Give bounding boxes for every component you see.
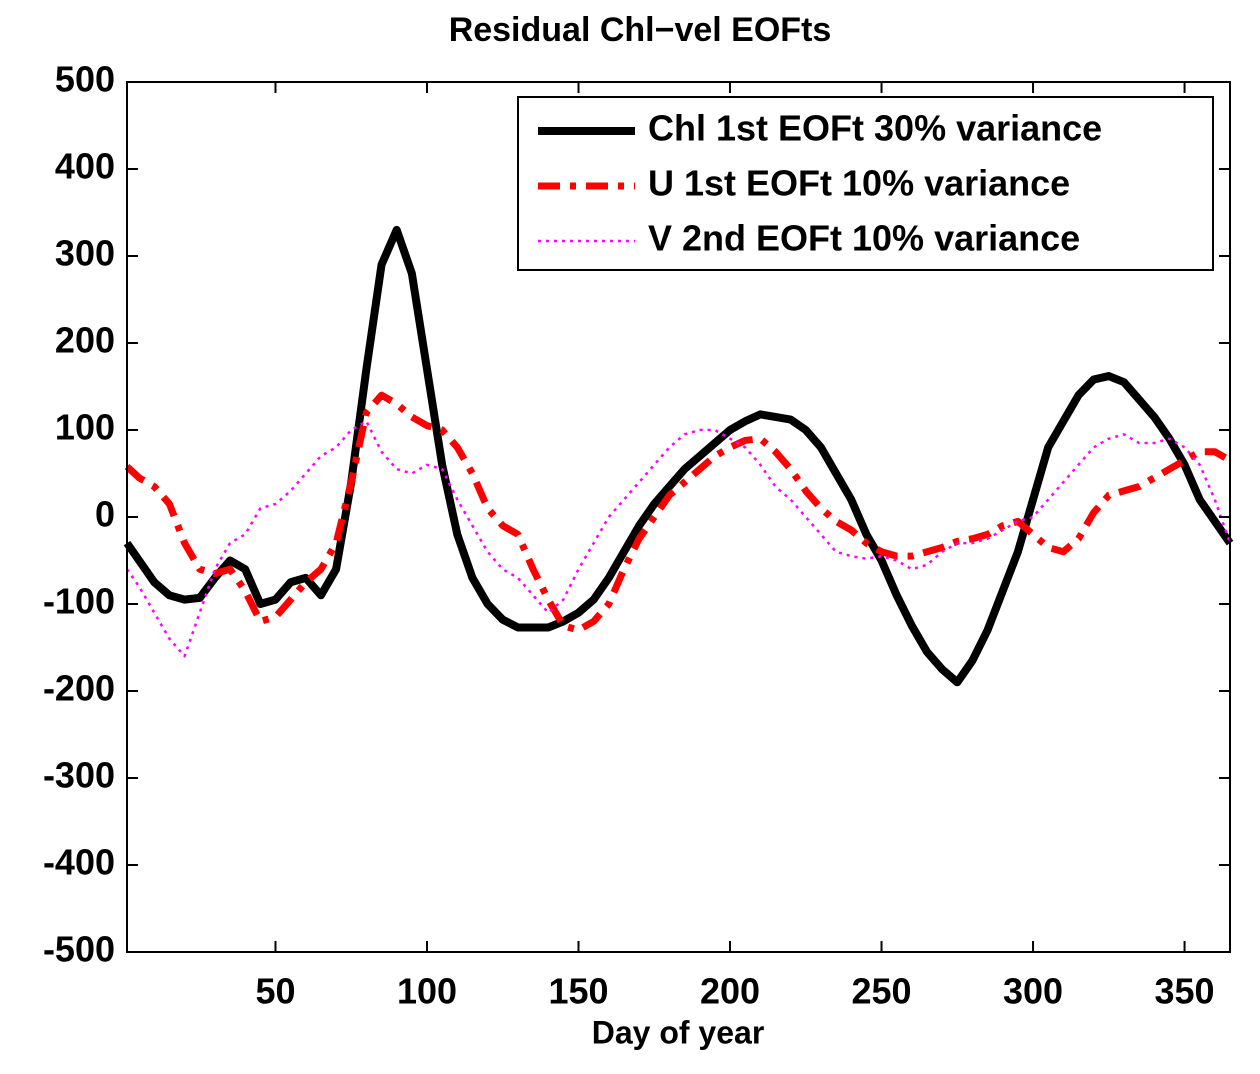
legend-label: V 2nd EOFt 10% variance — [648, 218, 1080, 259]
legend-label: U 1st EOFt 10% variance — [648, 163, 1070, 204]
series-line — [124, 391, 1232, 634]
x-tick-label: 100 — [397, 971, 457, 1012]
x-tick-label: 300 — [1003, 971, 1063, 1012]
y-tick-label: 300 — [55, 233, 115, 274]
y-tick-label: -100 — [43, 581, 115, 622]
x-axis-label: Day of year — [592, 1014, 765, 1050]
y-tick-label: -300 — [43, 755, 115, 796]
y-tick-label: -200 — [43, 668, 115, 709]
y-tick-label: 0 — [95, 494, 115, 535]
y-tick-label: -400 — [43, 842, 115, 883]
y-tick-label: 400 — [55, 146, 115, 187]
x-tick-label: 200 — [700, 971, 760, 1012]
x-tick-label: 50 — [255, 971, 295, 1012]
x-tick-label: 350 — [1155, 971, 1215, 1012]
y-tick-label: -500 — [43, 929, 115, 970]
y-tick-label: 500 — [55, 59, 115, 100]
chart-title: Residual Chl−vel EOFts — [449, 11, 832, 49]
x-tick-label: 250 — [851, 971, 911, 1012]
x-tick-label: 150 — [548, 971, 608, 1012]
legend-box — [517, 96, 1214, 271]
series-line — [123, 225, 1234, 687]
legend-label: Chl 1st EOFt 30% variance — [648, 108, 1102, 149]
series-line — [125, 420, 1232, 658]
y-tick-label: 100 — [55, 407, 115, 448]
y-tick-label: 200 — [55, 320, 115, 361]
